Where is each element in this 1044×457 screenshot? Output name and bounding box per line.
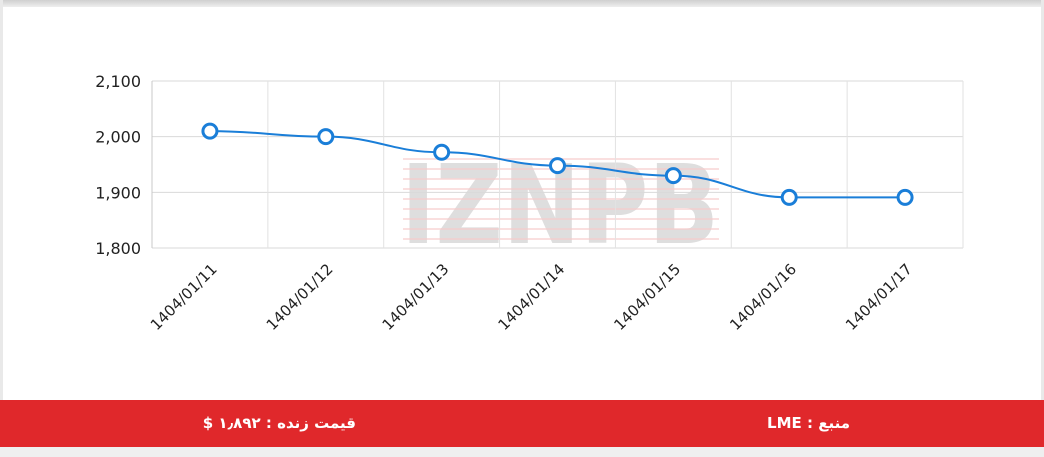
- live-price-label: قیمت زنده : ۱٫۸۹۲ $: [202, 414, 356, 432]
- right-edge: [1041, 0, 1044, 457]
- x-tick-label: 1404/01/15: [610, 260, 684, 334]
- y-tick-label: 2,100: [95, 72, 141, 91]
- x-tick-label: 1404/01/16: [726, 260, 800, 334]
- x-tick-label: 1404/01/14: [494, 260, 568, 334]
- footer-shadow: [0, 447, 1044, 457]
- chart-grid: [151, 80, 964, 249]
- data-point[interactable]: [549, 157, 566, 175]
- y-tick-label: 1,900: [95, 183, 141, 202]
- data-point[interactable]: [896, 188, 914, 206]
- left-edge: [0, 0, 3, 457]
- y-axis: 1,800 1,900 2,000 2,100: [95, 72, 141, 258]
- y-tick-label: 1,800: [95, 239, 141, 258]
- x-tick-label: 1404/01/17: [842, 260, 916, 334]
- top-strip: [0, 0, 1044, 7]
- x-tick-label: 1404/01/12: [263, 260, 337, 334]
- data-point[interactable]: [780, 188, 798, 206]
- footer-bar: قیمت زنده : ۱٫۸۹۲ $ منبع : LME: [0, 400, 1044, 447]
- data-point[interactable]: [664, 167, 682, 185]
- x-axis: 1404/01/11 1404/01/12 1404/01/13 1404/01/14…: [147, 260, 916, 334]
- x-tick-label: 1404/01/13: [379, 260, 453, 334]
- price-series: [201, 122, 914, 206]
- x-tick-label: 1404/01/11: [147, 260, 221, 334]
- data-point[interactable]: [433, 143, 451, 161]
- source-label: منبع : LME: [767, 414, 850, 432]
- y-tick-label: 2,000: [95, 128, 141, 147]
- data-point[interactable]: [317, 128, 335, 146]
- data-point[interactable]: [201, 122, 219, 140]
